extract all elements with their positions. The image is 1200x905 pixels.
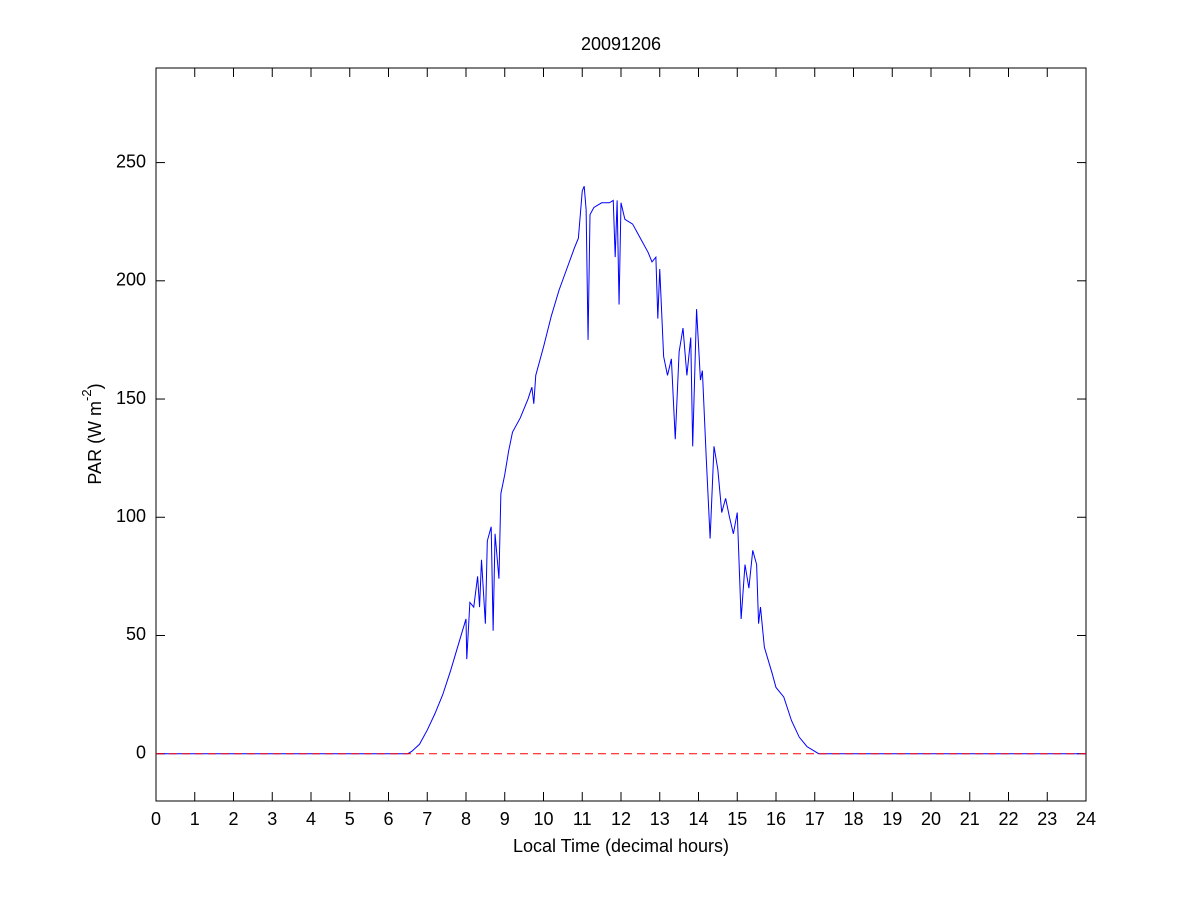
y-tick-label: 50 [126,624,146,644]
x-tick-label: 14 [688,809,708,829]
x-tick-label: 18 [843,809,863,829]
x-tick-label: 3 [267,809,277,829]
x-tick-label: 8 [461,809,471,829]
y-tick-label: 0 [136,742,146,762]
x-tick-label: 10 [533,809,553,829]
x-tick-label: 9 [500,809,510,829]
x-tick-label: 20 [921,809,941,829]
y-axis-label-text: ) [85,383,105,389]
x-tick-label: 12 [611,809,631,829]
x-tick-label: 13 [650,809,670,829]
x-tick-label: 7 [422,809,432,829]
y-axis-label-text: PAR (W m [85,401,105,485]
x-tick-label: 15 [727,809,747,829]
y-tick-label: 200 [116,270,146,290]
x-tick-label: 23 [1037,809,1057,829]
x-tick-label: 5 [345,809,355,829]
x-tick-label: 16 [766,809,786,829]
x-tick-label: 1 [190,809,200,829]
y-axis-label-exponent: -2 [79,389,94,401]
x-tick-label: 19 [882,809,902,829]
y-axis-label: PAR (W m-2) [79,383,104,484]
y-tick-label: 150 [116,388,146,408]
x-tick-label: 6 [383,809,393,829]
chart-title: 20091206 [581,34,661,54]
data-line [156,186,1086,755]
x-axis-label: Local Time (decimal hours) [513,836,729,856]
x-tick-label: 4 [306,809,316,829]
x-tick-label: 11 [573,809,592,829]
x-tick-label: 22 [998,809,1018,829]
y-tick-label: 250 [116,151,146,171]
plot-frame [155,67,1087,802]
x-tick-label: 24 [1076,809,1096,829]
x-tick-label: 17 [805,809,825,829]
y-tick-label: 100 [116,506,146,526]
x-tick-label: 0 [151,809,161,829]
x-tick-label: 2 [228,809,238,829]
x-tick-label: 21 [960,809,980,829]
